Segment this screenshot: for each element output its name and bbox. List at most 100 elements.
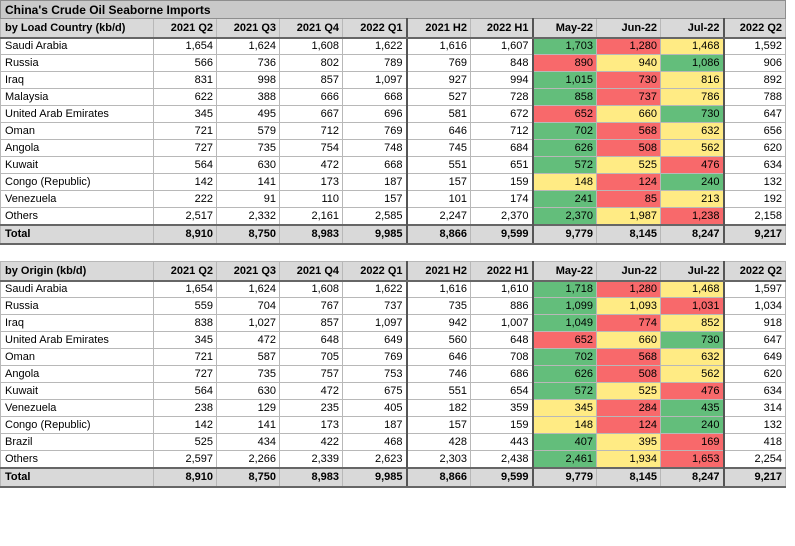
column-header[interactable]: 2021 H2 xyxy=(405,261,471,282)
data-cell[interactable]: 786 xyxy=(660,88,725,106)
data-cell[interactable]: 686 xyxy=(470,365,533,383)
data-cell[interactable]: 649 xyxy=(342,331,407,349)
data-cell[interactable]: 788 xyxy=(723,88,786,106)
data-cell[interactable]: 559 xyxy=(153,297,217,315)
data-cell[interactable]: 721 xyxy=(153,122,217,140)
data-cell[interactable]: 525 xyxy=(153,433,217,451)
data-cell[interactable]: 1,610 xyxy=(470,280,533,298)
data-cell[interactable]: 132 xyxy=(723,173,786,191)
row-label[interactable]: Oman xyxy=(0,348,154,366)
column-header[interactable]: May-22 xyxy=(531,18,597,39)
data-cell[interactable]: 1,616 xyxy=(405,37,471,55)
data-cell[interactable]: 704 xyxy=(216,297,280,315)
data-cell[interactable]: 110 xyxy=(279,190,343,208)
data-cell[interactable]: 857 xyxy=(279,314,343,332)
data-cell[interactable]: 634 xyxy=(723,382,786,400)
data-cell[interactable]: 626 xyxy=(531,365,597,383)
data-cell[interactable]: 568 xyxy=(596,348,661,366)
data-cell[interactable]: 1,703 xyxy=(531,37,597,55)
data-cell[interactable]: 1,624 xyxy=(216,280,280,298)
data-cell[interactable]: 647 xyxy=(723,331,786,349)
data-cell[interactable]: 2,370 xyxy=(470,207,533,225)
row-label[interactable]: Oman xyxy=(0,122,154,140)
data-cell[interactable]: 1,027 xyxy=(216,314,280,332)
data-cell[interactable]: 2,303 xyxy=(405,450,471,468)
data-cell[interactable]: 852 xyxy=(660,314,725,332)
row-label[interactable]: Malaysia xyxy=(0,88,154,106)
data-cell[interactable]: 124 xyxy=(596,173,661,191)
data-cell[interactable]: 2,370 xyxy=(531,207,597,225)
data-cell[interactable]: 159 xyxy=(470,173,533,191)
data-cell[interactable]: 727 xyxy=(153,139,217,157)
data-cell[interactable]: 91 xyxy=(216,190,280,208)
data-cell[interactable]: 173 xyxy=(279,173,343,191)
data-cell[interactable]: 769 xyxy=(405,54,471,72)
data-cell[interactable]: 769 xyxy=(342,122,407,140)
data-cell[interactable]: 684 xyxy=(470,139,533,157)
column-header[interactable]: 2021 Q4 xyxy=(279,18,343,39)
column-header[interactable]: 2021 Q2 xyxy=(153,261,217,282)
row-label[interactable]: Russia xyxy=(0,297,154,315)
data-cell[interactable]: 213 xyxy=(660,190,725,208)
data-cell[interactable]: 1,086 xyxy=(660,54,725,72)
total-cell[interactable]: 9,779 xyxy=(531,223,597,245)
data-cell[interactable]: 2,623 xyxy=(342,450,407,468)
data-cell[interactable]: 129 xyxy=(216,399,280,417)
data-cell[interactable]: 525 xyxy=(596,156,661,174)
data-cell[interactable]: 757 xyxy=(279,365,343,383)
column-header[interactable]: 2022 H1 xyxy=(470,261,533,282)
data-cell[interactable]: 564 xyxy=(153,382,217,400)
row-label[interactable]: Others xyxy=(0,207,154,225)
total-cell[interactable]: 8,247 xyxy=(660,223,725,245)
data-cell[interactable]: 857 xyxy=(279,71,343,89)
column-header[interactable]: 2021 Q4 xyxy=(279,261,343,282)
column-header[interactable]: 2022 Q1 xyxy=(342,18,407,39)
data-cell[interactable]: 672 xyxy=(470,105,533,123)
data-cell[interactable]: 148 xyxy=(531,173,597,191)
data-cell[interactable]: 886 xyxy=(470,297,533,315)
data-cell[interactable]: 508 xyxy=(596,365,661,383)
data-cell[interactable]: 395 xyxy=(596,433,661,451)
row-label[interactable]: United Arab Emirates xyxy=(0,331,154,349)
column-header[interactable]: 2022 H1 xyxy=(470,18,533,39)
data-cell[interactable]: 696 xyxy=(342,105,407,123)
column-header[interactable]: Jul-22 xyxy=(660,261,725,282)
data-cell[interactable]: 587 xyxy=(216,348,280,366)
data-cell[interactable]: 581 xyxy=(405,105,471,123)
data-cell[interactable]: 1,608 xyxy=(279,280,343,298)
data-cell[interactable]: 789 xyxy=(342,54,407,72)
data-cell[interactable]: 141 xyxy=(216,416,280,434)
data-cell[interactable]: 649 xyxy=(723,348,786,366)
data-cell[interactable]: 2,597 xyxy=(153,450,217,468)
total-cell[interactable]: 8,750 xyxy=(216,223,280,245)
total-cell[interactable]: 8,750 xyxy=(216,466,280,488)
data-cell[interactable]: 737 xyxy=(342,297,407,315)
column-header[interactable]: 2021 Q2 xyxy=(153,18,217,39)
data-cell[interactable]: 566 xyxy=(153,54,217,72)
data-cell[interactable]: 646 xyxy=(405,122,471,140)
data-cell[interactable]: 192 xyxy=(723,190,786,208)
data-cell[interactable]: 892 xyxy=(723,71,786,89)
row-label[interactable]: Congo (Republic) xyxy=(0,416,154,434)
data-cell[interactable]: 551 xyxy=(405,156,471,174)
data-cell[interactable]: 2,461 xyxy=(531,450,597,468)
data-cell[interactable]: 562 xyxy=(660,365,725,383)
data-cell[interactable]: 434 xyxy=(216,433,280,451)
data-cell[interactable]: 418 xyxy=(723,433,786,451)
data-cell[interactable]: 157 xyxy=(405,416,471,434)
data-cell[interactable]: 85 xyxy=(596,190,661,208)
data-cell[interactable]: 630 xyxy=(216,382,280,400)
data-cell[interactable]: 632 xyxy=(660,122,725,140)
data-cell[interactable]: 2,438 xyxy=(470,450,533,468)
data-cell[interactable]: 648 xyxy=(470,331,533,349)
data-cell[interactable]: 1,015 xyxy=(531,71,597,89)
data-cell[interactable]: 745 xyxy=(405,139,471,157)
data-cell[interactable]: 918 xyxy=(723,314,786,332)
data-cell[interactable]: 141 xyxy=(216,173,280,191)
data-cell[interactable]: 2,158 xyxy=(723,207,786,225)
row-label[interactable]: Others xyxy=(0,450,154,468)
data-cell[interactable]: 157 xyxy=(342,190,407,208)
data-cell[interactable]: 1,607 xyxy=(470,37,533,55)
data-cell[interactable]: 1,653 xyxy=(660,450,725,468)
data-cell[interactable]: 1,616 xyxy=(405,280,471,298)
